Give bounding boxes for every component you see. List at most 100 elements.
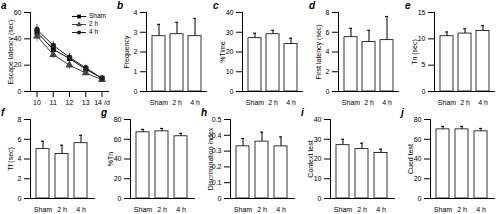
svg-text:30: 30 <box>226 28 234 35</box>
svg-text:14 /d: 14 /d <box>94 99 110 106</box>
svg-text:4 h: 4 h <box>478 99 488 106</box>
svg-text:60: 60 <box>114 135 122 142</box>
svg-text:40: 40 <box>14 35 22 42</box>
html-text:Sham: Sham <box>89 12 106 19</box>
svg-text:Tn (sec): Tn (sec) <box>411 39 419 65</box>
svg-text:12: 12 <box>66 99 74 106</box>
svg-text:80: 80 <box>414 116 422 123</box>
svg-text:Sham: Sham <box>342 99 360 106</box>
svg-text:10: 10 <box>226 68 234 75</box>
svg-text:10: 10 <box>314 175 322 182</box>
svg-text:6: 6 <box>18 135 22 142</box>
svg-text:2 h: 2 h <box>172 99 182 106</box>
svg-text:60: 60 <box>14 9 22 16</box>
svg-text:2 h: 2 h <box>357 206 367 213</box>
svg-text:4 h: 4 h <box>176 206 186 213</box>
svg-text:4 h: 4 h <box>276 206 286 213</box>
svg-text:0: 0 <box>326 88 330 95</box>
svg-text:1: 1 <box>134 68 138 75</box>
html-text:2 h: 2 h <box>89 20 99 27</box>
svg-text:0: 0 <box>118 195 122 202</box>
html-text:c: c <box>213 0 219 11</box>
svg-text:20: 20 <box>314 155 322 162</box>
svg-text:2: 2 <box>18 175 22 182</box>
svg-text:10: 10 <box>418 35 426 42</box>
svg-text:4 h: 4 h <box>76 206 86 213</box>
svg-text:2: 2 <box>134 48 138 55</box>
svg-text:2: 2 <box>326 68 330 75</box>
svg-text:10: 10 <box>33 99 41 106</box>
svg-text:4 h: 4 h <box>286 99 296 106</box>
svg-text:3: 3 <box>134 28 138 35</box>
svg-text:5: 5 <box>422 61 426 68</box>
svg-text:0: 0 <box>18 195 22 202</box>
svg-text:2 h: 2 h <box>57 206 67 213</box>
svg-text:8: 8 <box>18 116 22 123</box>
svg-text:15: 15 <box>418 9 426 16</box>
svg-text:40: 40 <box>114 155 122 162</box>
svg-text:%Tn: %Tn <box>107 152 114 167</box>
svg-text:20: 20 <box>226 48 234 55</box>
svg-text:40: 40 <box>226 9 234 16</box>
html-text:a: a <box>1 0 7 11</box>
svg-text:0: 0 <box>422 88 426 95</box>
svg-text:20: 20 <box>14 61 22 68</box>
svg-text:4: 4 <box>18 155 22 162</box>
svg-text:2 h: 2 h <box>268 99 278 106</box>
svg-text:Sham: Sham <box>438 99 456 106</box>
svg-text:Context test: Context test <box>307 140 314 177</box>
svg-text:Sham: Sham <box>434 206 452 213</box>
svg-text:6: 6 <box>326 28 330 35</box>
svg-text:0: 0 <box>418 195 422 202</box>
svg-text:Sham: Sham <box>334 206 352 213</box>
svg-text:2 h: 2 h <box>457 206 467 213</box>
svg-text:0.5: 0.5 <box>212 116 222 123</box>
svg-text:80: 80 <box>114 116 122 123</box>
html-text:4 h: 4 h <box>89 28 99 35</box>
svg-text:Sham: Sham <box>134 206 152 213</box>
svg-text:4: 4 <box>134 9 138 16</box>
svg-text:40: 40 <box>314 116 322 123</box>
svg-text:0: 0 <box>18 88 22 95</box>
svg-text:0: 0 <box>230 88 234 95</box>
svg-text:0.1: 0.1 <box>211 178 222 186</box>
svg-text:Sham: Sham <box>34 206 52 213</box>
svg-text:4 h: 4 h <box>190 99 200 106</box>
svg-text:Tf (sec): Tf (sec) <box>7 147 15 171</box>
html-text:b: b <box>117 0 124 11</box>
svg-text:Sham: Sham <box>150 99 168 106</box>
svg-text:0.2: 0.2 <box>211 163 222 171</box>
svg-text:Frequency: Frequency <box>123 35 131 69</box>
svg-text:0: 0 <box>134 88 138 95</box>
html-text:h: h <box>201 107 208 118</box>
svg-text:0.4: 0.4 <box>211 131 222 139</box>
html-text:d: d <box>309 0 316 11</box>
svg-text:2 h: 2 h <box>257 206 267 213</box>
svg-text:4 h: 4 h <box>476 206 486 213</box>
svg-text:20: 20 <box>114 175 122 182</box>
svg-text:13: 13 <box>82 99 90 106</box>
html-text:g: g <box>101 107 108 118</box>
svg-text:%Time: %Time <box>219 41 226 63</box>
svg-text:Sham: Sham <box>246 99 264 106</box>
svg-text:Escape latency (sec): Escape latency (sec) <box>7 20 15 85</box>
svg-text:4: 4 <box>326 48 330 55</box>
svg-text:Discrimination index: Discrimination index <box>207 127 214 190</box>
svg-text:0: 0 <box>318 195 322 202</box>
svg-text:First latency (sec): First latency (sec) <box>315 24 323 79</box>
svg-text:0.3: 0.3 <box>211 147 222 155</box>
svg-text:4 h: 4 h <box>376 206 386 213</box>
svg-text:60: 60 <box>414 135 422 142</box>
svg-text:2 h: 2 h <box>364 99 374 106</box>
svg-text:Sham: Sham <box>234 206 252 213</box>
svg-text:2 h: 2 h <box>157 206 167 213</box>
svg-text:2 h: 2 h <box>460 99 470 106</box>
svg-text:0: 0 <box>218 195 222 202</box>
svg-text:4 h: 4 h <box>382 99 392 106</box>
svg-text:8: 8 <box>326 9 330 16</box>
svg-text:20: 20 <box>414 175 422 182</box>
svg-text:11: 11 <box>50 99 57 106</box>
svg-text:30: 30 <box>314 135 322 142</box>
svg-text:40: 40 <box>414 155 422 162</box>
svg-text:Cued test: Cued test <box>407 144 414 174</box>
